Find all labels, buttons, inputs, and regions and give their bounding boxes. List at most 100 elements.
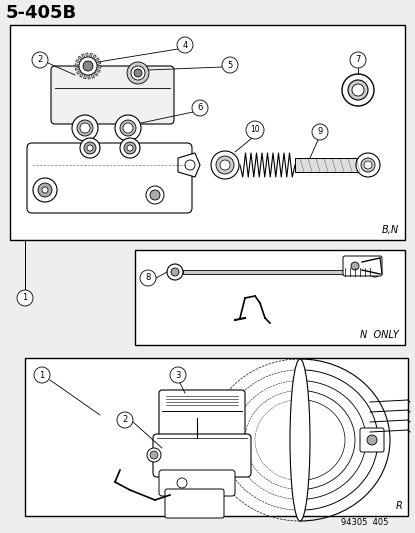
Text: B,N: B,N <box>382 225 399 235</box>
Circle shape <box>79 57 97 75</box>
Wedge shape <box>88 58 99 66</box>
Circle shape <box>177 478 187 488</box>
Text: 94305  405: 94305 405 <box>341 518 388 527</box>
Wedge shape <box>75 64 88 66</box>
Circle shape <box>312 124 328 140</box>
Circle shape <box>356 153 380 177</box>
Circle shape <box>72 115 98 141</box>
Circle shape <box>42 187 48 193</box>
Wedge shape <box>75 66 88 70</box>
Circle shape <box>150 451 158 459</box>
Circle shape <box>83 61 93 71</box>
Wedge shape <box>78 56 88 66</box>
Circle shape <box>140 270 156 286</box>
Text: 6: 6 <box>197 103 203 112</box>
Circle shape <box>34 367 50 383</box>
Circle shape <box>171 268 179 276</box>
Circle shape <box>177 37 193 53</box>
Circle shape <box>185 160 195 170</box>
FancyBboxPatch shape <box>153 434 251 477</box>
Circle shape <box>147 448 161 462</box>
Circle shape <box>33 178 57 202</box>
Wedge shape <box>88 66 100 72</box>
Circle shape <box>170 367 186 383</box>
Text: N  ONLY: N ONLY <box>360 330 399 340</box>
Ellipse shape <box>290 359 310 521</box>
Wedge shape <box>83 66 88 79</box>
Circle shape <box>146 186 164 204</box>
Text: 2: 2 <box>122 416 128 424</box>
Bar <box>183 270 348 274</box>
Wedge shape <box>77 66 88 75</box>
Circle shape <box>167 264 183 280</box>
Circle shape <box>17 290 33 306</box>
Text: 7: 7 <box>355 55 361 64</box>
Circle shape <box>134 69 142 77</box>
Bar <box>10 25 405 240</box>
Circle shape <box>127 62 149 84</box>
FancyBboxPatch shape <box>51 66 174 124</box>
Circle shape <box>87 145 93 151</box>
Circle shape <box>342 74 374 106</box>
Text: 4: 4 <box>182 41 188 50</box>
Circle shape <box>192 100 208 116</box>
Circle shape <box>120 120 136 136</box>
Wedge shape <box>86 53 88 66</box>
Circle shape <box>220 160 230 170</box>
Circle shape <box>361 158 375 172</box>
Wedge shape <box>88 66 95 78</box>
Wedge shape <box>88 66 101 68</box>
Text: 8: 8 <box>145 273 151 282</box>
Wedge shape <box>88 53 93 66</box>
Circle shape <box>246 121 264 139</box>
Circle shape <box>348 80 368 100</box>
Bar <box>295 158 363 172</box>
Text: 5-405B: 5-405B <box>6 4 77 22</box>
Circle shape <box>131 66 145 80</box>
Circle shape <box>117 412 133 428</box>
Circle shape <box>351 262 359 270</box>
Circle shape <box>216 156 234 174</box>
FancyBboxPatch shape <box>27 143 192 213</box>
Circle shape <box>211 151 239 179</box>
Text: 3: 3 <box>175 370 181 379</box>
FancyBboxPatch shape <box>360 428 384 452</box>
Wedge shape <box>88 66 98 76</box>
Circle shape <box>370 267 380 277</box>
Circle shape <box>84 142 96 154</box>
Circle shape <box>127 145 133 151</box>
Bar <box>25 358 408 516</box>
Text: 1: 1 <box>39 370 45 379</box>
Circle shape <box>38 183 52 197</box>
Wedge shape <box>81 54 88 66</box>
Wedge shape <box>80 66 88 77</box>
Circle shape <box>150 190 160 200</box>
Text: R: R <box>395 501 402 511</box>
Circle shape <box>124 142 136 154</box>
Circle shape <box>77 120 93 136</box>
Circle shape <box>367 435 377 445</box>
FancyBboxPatch shape <box>343 256 382 276</box>
Polygon shape <box>178 153 200 177</box>
Circle shape <box>115 115 141 141</box>
Circle shape <box>352 84 364 96</box>
Circle shape <box>80 138 100 158</box>
FancyBboxPatch shape <box>165 489 224 518</box>
Text: 2: 2 <box>37 55 43 64</box>
Bar <box>135 250 405 345</box>
Text: 10: 10 <box>250 125 260 134</box>
Wedge shape <box>88 61 101 66</box>
Text: 5: 5 <box>227 61 233 69</box>
FancyBboxPatch shape <box>159 470 235 496</box>
Text: 9: 9 <box>317 127 322 136</box>
Circle shape <box>222 57 238 73</box>
Circle shape <box>120 138 140 158</box>
FancyBboxPatch shape <box>159 390 245 441</box>
Text: 1: 1 <box>22 294 28 303</box>
Circle shape <box>123 123 133 133</box>
Circle shape <box>364 161 372 169</box>
Wedge shape <box>88 55 96 66</box>
Circle shape <box>80 123 90 133</box>
Circle shape <box>32 52 48 68</box>
Wedge shape <box>88 66 90 79</box>
